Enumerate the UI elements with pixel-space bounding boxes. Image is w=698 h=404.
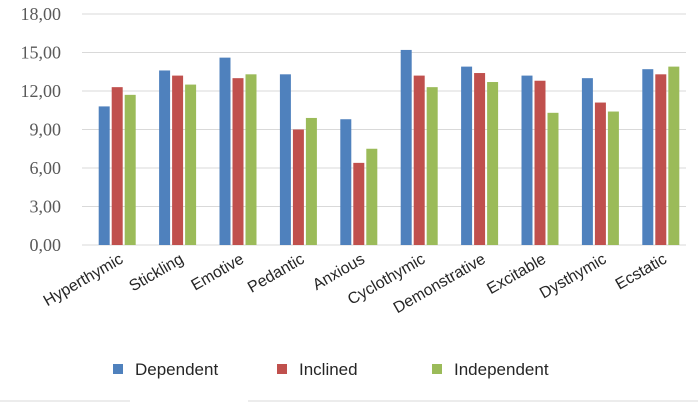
y-tick-label: 9,00 bbox=[30, 120, 62, 140]
bar-dependent-ecstatic bbox=[642, 69, 654, 245]
legend-label-independent: Independent bbox=[454, 360, 549, 379]
y-tick-label: 6,00 bbox=[30, 158, 62, 178]
bar-dependent-anxious bbox=[340, 119, 352, 245]
bar-inclined-stickling bbox=[172, 75, 184, 245]
x-tick-label: Dysthymic bbox=[537, 251, 609, 303]
bar-independent-excitable bbox=[547, 112, 559, 245]
bar-inclined-emotive bbox=[232, 78, 244, 246]
bar-dependent-pedantic bbox=[279, 74, 291, 245]
x-tick-label: Ecstatic bbox=[613, 251, 670, 294]
bar-dependent-hyperthymic bbox=[98, 106, 110, 246]
bar-dependent-cyclothymic bbox=[400, 49, 412, 245]
y-tick-label: 12,00 bbox=[21, 81, 62, 101]
bar-inclined-dysthymic bbox=[594, 102, 606, 245]
bar-independent-pedantic bbox=[305, 117, 317, 245]
bar-inclined-hyperthymic bbox=[111, 87, 123, 246]
y-tick-label: 3,00 bbox=[30, 197, 62, 217]
bar-independent-stickling bbox=[185, 84, 197, 245]
x-tick-label: Emotive bbox=[188, 251, 247, 295]
bar-inclined-demonstrative bbox=[474, 73, 486, 246]
bar-inclined-ecstatic bbox=[655, 74, 667, 245]
bar-independent-anxious bbox=[366, 148, 378, 245]
bar-dependent-dysthymic bbox=[581, 78, 593, 246]
bar-independent-demonstrative bbox=[487, 82, 499, 246]
bar-independent-cyclothymic bbox=[426, 87, 438, 246]
x-tick-label: Hyperthymic bbox=[41, 251, 126, 310]
bar-inclined-anxious bbox=[353, 162, 365, 245]
bar-inclined-pedantic bbox=[292, 129, 304, 245]
bar-dependent-stickling bbox=[159, 70, 171, 245]
bar-independent-dysthymic bbox=[607, 111, 619, 246]
legend-label-inclined: Inclined bbox=[299, 360, 358, 379]
bar-independent-emotive bbox=[245, 74, 257, 245]
legend: Dependent Inclined Independent bbox=[113, 360, 549, 379]
bar-inclined-cyclothymic bbox=[413, 75, 425, 245]
bar-dependent-emotive bbox=[219, 57, 231, 246]
y-tick-label: 18,00 bbox=[21, 4, 62, 24]
y-tick-label: 15,00 bbox=[21, 43, 62, 63]
bars bbox=[98, 49, 680, 246]
y-axis-tick-labels: 0,00 3,00 6,00 9,00 12,00 15,00 18,00 bbox=[21, 4, 62, 255]
legend-swatch-dependent bbox=[113, 364, 123, 374]
x-tick-label: Stickling bbox=[127, 251, 187, 296]
bar-independent-hyperthymic bbox=[124, 94, 136, 245]
legend-swatch-inclined bbox=[277, 364, 287, 374]
legend-swatch-independent bbox=[432, 364, 442, 374]
y-tick-label: 0,00 bbox=[30, 235, 62, 255]
bar-independent-ecstatic bbox=[668, 66, 680, 245]
legend-label-dependent: Dependent bbox=[135, 360, 218, 379]
bar-dependent-excitable bbox=[521, 75, 533, 245]
bar-inclined-excitable bbox=[534, 80, 546, 245]
bar-dependent-demonstrative bbox=[461, 66, 473, 245]
x-tick-label: Pedantic bbox=[245, 251, 307, 297]
